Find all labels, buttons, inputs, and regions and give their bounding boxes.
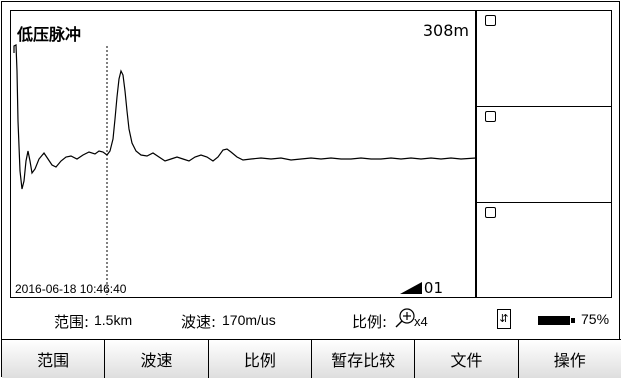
velocity-label: 波速: <box>181 313 217 331</box>
panel-checkbox-3[interactable] <box>485 207 496 218</box>
panel-checkbox-2[interactable] <box>485 111 496 122</box>
side-panel-2[interactable] <box>476 106 612 203</box>
softkey-scale[interactable]: 比例 <box>209 340 312 378</box>
softkey-store-compare[interactable]: 暂存比较 <box>312 340 416 378</box>
side-panels <box>476 10 612 298</box>
zoom-in-icon <box>394 307 416 329</box>
usb-icon: ⇵ <box>497 309 511 329</box>
range-label: 范围: <box>54 313 90 331</box>
channel-number: 01 <box>423 279 443 297</box>
panel-checkbox-1[interactable] <box>485 15 496 26</box>
battery-percent: 75% <box>581 311 610 327</box>
waveform-trace <box>13 44 477 190</box>
status-bar: 范围: 1.5km 波速: 170m/us 比例: x4 ⇵ 75% <box>10 300 612 338</box>
mode-title: 低压脉冲 <box>17 25 82 44</box>
channel-indicator: 01 <box>399 279 443 297</box>
side-panel-1[interactable] <box>476 10 612 107</box>
softkey-velocity[interactable]: 波速 <box>105 340 209 378</box>
timestamp: 2016-06-18 10:46:40 <box>15 282 127 296</box>
channel-wedge-icon <box>399 282 422 294</box>
scale-value: x4 <box>414 314 428 329</box>
softkey-operation[interactable]: 操作 <box>553 351 586 370</box>
waveform-plot[interactable]: 低压脉冲 308m 2016-06-18 10:46:40 01 <box>10 10 477 298</box>
range-value: 1.5km <box>94 312 133 328</box>
velocity-value: 170m/us <box>222 312 276 328</box>
scale-label: 比例: <box>352 313 388 331</box>
softkey-file[interactable]: 文件 <box>415 340 519 378</box>
distance-readout: 308m <box>422 21 469 40</box>
softkey-range[interactable]: 范围 <box>2 340 106 378</box>
battery-icon <box>538 316 575 325</box>
softkey-bar: 范围 波速 比例 暂存比较 文件 操作 <box>2 339 621 378</box>
waveform-svg <box>13 44 477 295</box>
side-panel-3[interactable] <box>476 202 612 298</box>
